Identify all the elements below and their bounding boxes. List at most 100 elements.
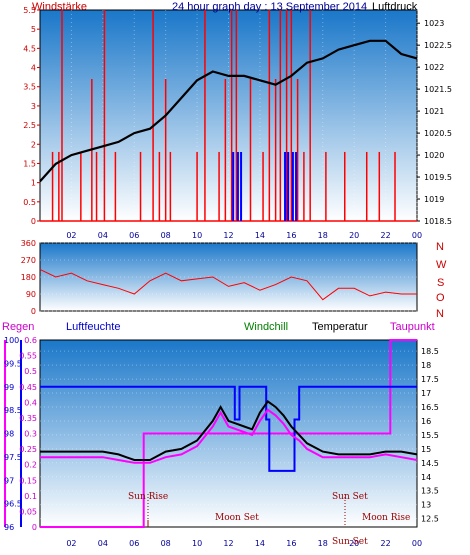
regen-tick-label: 0.45 — [19, 383, 37, 392]
temperature-axis-ticks: 12.5 13 13.5 14 14.5 15 15.5 16 16.5 17 17.5 18 18.5 — [421, 347, 439, 523]
regen-tick-label: 0.5 — [24, 367, 37, 376]
temperature-tick-label: 14 — [421, 473, 431, 482]
rain-series-line — [40, 339, 417, 528]
top-x-tick-label: 06 — [129, 231, 139, 240]
regen-tick-label: 0 — [32, 523, 37, 532]
pressure-tick-label: 1022 — [424, 63, 444, 72]
top-x-tick-label: 20 — [349, 231, 359, 240]
direction-tick-label: 270 — [21, 256, 36, 265]
humidity-series-line — [40, 385, 417, 472]
regen-tick-label: 0.1 — [24, 492, 37, 501]
pressure-tick-label: 1022.5 — [424, 41, 452, 50]
wind-direction-plot-area — [39, 242, 418, 312]
luftfeuchte-label: Luftfeuchte — [66, 321, 120, 333]
temperature-tick-label: 13 — [421, 501, 431, 510]
compass-s: S — [437, 277, 444, 289]
top-x-tick-label: 16 — [286, 231, 296, 240]
regen-tick-label: 0.05 — [19, 507, 37, 516]
dewpoint-series-line — [40, 408, 418, 464]
temperature-tick-label: 14.5 — [421, 459, 439, 468]
temperature-tick-label: 16 — [421, 417, 431, 426]
top-x-tick-label: 04 — [98, 231, 108, 240]
top-x-tick-label: 12 — [223, 231, 233, 240]
luftdruck-label: Luftdruck — [372, 1, 418, 13]
taupunkt-label: Taupunkt — [390, 321, 435, 333]
bottom-x-tick-label: 22 — [380, 539, 390, 548]
sun-set-small-annotation: Sun Set — [332, 537, 368, 547]
bottom-x-tick-label: 04 — [98, 539, 108, 548]
compass-o: O — [436, 292, 445, 304]
top-x-tick-label: 18 — [318, 231, 328, 240]
wind-axis-ticks: 0 0.5 1 1.5 2 2.5 3 3.5 4 4.5 5 5.5 — [23, 6, 40, 226]
temperature-tick-label: 13.5 — [421, 487, 439, 496]
top-x-tick-label: 08 — [161, 231, 171, 240]
sun-rise-annotation: Sun Rise — [128, 492, 168, 502]
bottom-grid — [40, 350, 417, 520]
regen-axis-ticks: 0 0.05 0.1 0.15 0.2 0.25 0.3 0.35 0.4 0.45 0.5 0.55… — [19, 336, 37, 532]
wind-tick-label: 3.5 — [23, 83, 36, 92]
temperature-tick-label: 16.5 — [421, 403, 439, 412]
compass-w: W — [436, 259, 447, 271]
regen-tick-label: 0.3 — [24, 430, 37, 439]
top-x-tick-label: 00 — [412, 231, 422, 240]
temperature-tick-label: 17.5 — [421, 375, 439, 384]
moon-set-annotation: Moon Set — [215, 513, 259, 523]
top-x-tick-label: 22 — [380, 231, 390, 240]
wind-tick-label: 4.5 — [23, 44, 36, 53]
bottom-x-tick-label: 10 — [192, 539, 202, 548]
bottom-x-tick-label: 06 — [129, 539, 139, 548]
sun-set-annotation: Sun Set — [332, 492, 368, 502]
bottom-x-tick-label: 14 — [255, 539, 265, 548]
pressure-tick-label: 1020 — [424, 151, 444, 160]
wind-tick-label: 1.5 — [23, 159, 36, 168]
pressure-tick-label: 1018.5 — [424, 217, 452, 226]
direction-tick-label: 90 — [26, 290, 36, 299]
bottom-x-tick-label: 16 — [286, 539, 296, 548]
direction-tick-label: 180 — [21, 273, 36, 282]
humidity-tick-label: 97.5 — [4, 453, 22, 462]
gust-series — [232, 151, 298, 221]
pressure-series-line — [39, 39, 418, 183]
regen-tick-label: 0.15 — [19, 476, 37, 485]
regen-tick-label: 0.55 — [19, 352, 37, 361]
wind-tick-label: 5.5 — [23, 6, 36, 15]
wind-tick-label: 3 — [31, 102, 36, 111]
top-x-tick-label: 02 — [66, 231, 76, 240]
moon-rise-annotation: Moon Rise — [362, 513, 410, 523]
mid-grid — [40, 242, 417, 312]
pressure-tick-label: 1021 — [424, 107, 444, 116]
top-x-tick-label: 10 — [192, 231, 202, 240]
bottom-x-axis-ticks: 02 04 06 08 10 12 14 16 18 20 22 00 — [66, 539, 422, 548]
bottom-x-tick-label: 20 — [349, 539, 359, 548]
humidity-axis-ticks: 96 96.5 97 97.5 98 98.5 99 99.5 100 — [4, 336, 22, 532]
bottom-x-tick-label: 18 — [318, 539, 328, 548]
regen-tick-label: 0.6 — [24, 336, 37, 345]
top-x-tick-label: 14 — [255, 231, 265, 240]
windstaerke-label: Windstärke — [32, 1, 87, 13]
temperature-tick-label: 15.5 — [421, 431, 439, 440]
humidity-tick-label: 96 — [4, 523, 14, 532]
temperatur-label: Temperatur — [312, 321, 368, 333]
temperature-tick-label: 12.5 — [421, 515, 439, 524]
wind-direction-series-line — [39, 268, 417, 301]
direction-tick-label: 360 — [21, 239, 36, 248]
wind-tick-label: 2.5 — [23, 121, 36, 130]
compass-n-bottom: N — [436, 308, 444, 320]
humidity-tick-label: 98.5 — [4, 406, 22, 415]
pressure-tick-label: 1019 — [424, 195, 444, 204]
temperature-tick-label: 18 — [421, 361, 431, 370]
pressure-tick-label: 1023 — [424, 19, 444, 28]
regen-tick-label: 0.4 — [24, 398, 37, 407]
bottom-x-tick-label: 00 — [412, 539, 422, 548]
regen-tick-label: 0.2 — [24, 461, 37, 470]
wind-tick-label: 1 — [31, 179, 36, 188]
regen-tick-label: 0.25 — [19, 445, 37, 454]
humidity-tick-label: 96.5 — [4, 500, 22, 509]
direction-axis-ticks: 0 90 180 270 360 — [21, 239, 36, 316]
compass-n-top: N — [436, 241, 444, 253]
humidity-tick-label: 97 — [4, 476, 14, 485]
humidity-tick-label: 100 — [4, 336, 19, 345]
bottom-x-tick-label: 08 — [161, 539, 171, 548]
